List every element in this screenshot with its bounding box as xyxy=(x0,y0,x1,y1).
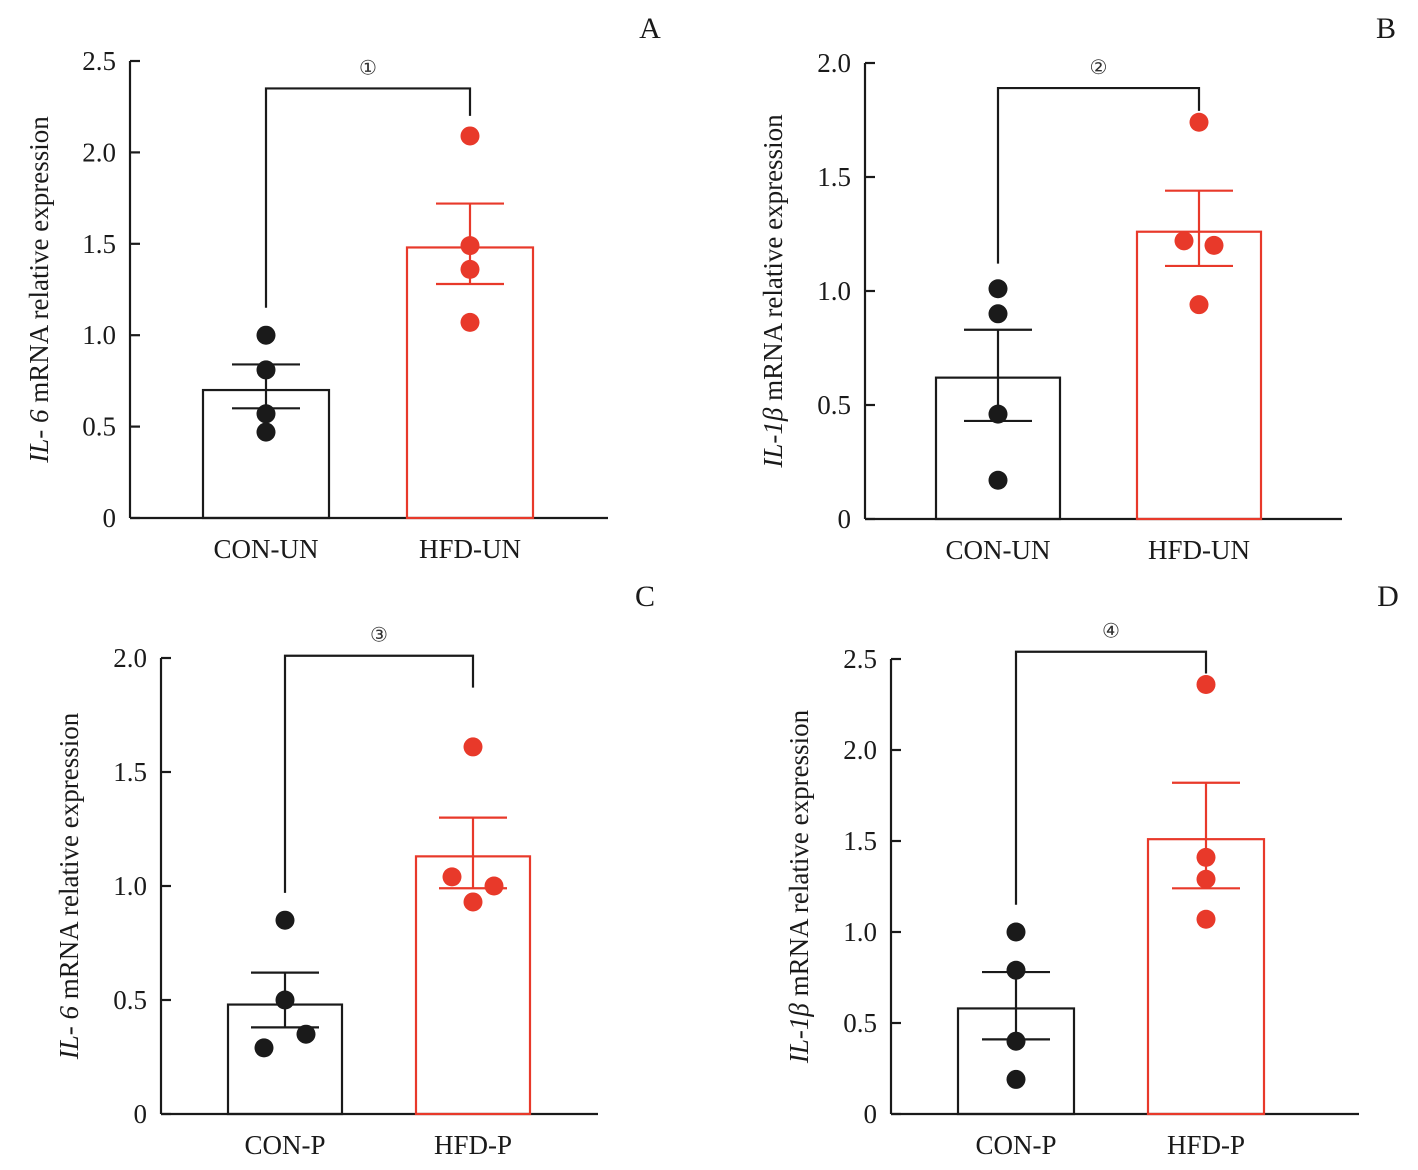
y-tick-label: 2.0 xyxy=(82,137,116,167)
data-point xyxy=(1006,1069,1026,1089)
x-tick-label: CON-UN xyxy=(214,534,319,564)
y-axis-label: IL-1β mRNA relative expression xyxy=(758,114,788,469)
panel-letter: D xyxy=(1377,580,1399,613)
bar-hfd-un xyxy=(405,246,535,520)
data-point xyxy=(988,279,1008,299)
y-tick-label: 1.0 xyxy=(113,871,147,901)
data-point xyxy=(1196,869,1216,889)
x-tick-label: HFD-P xyxy=(1167,1130,1245,1160)
data-point xyxy=(460,236,480,256)
panel-letter: B xyxy=(1376,12,1396,45)
y-tick-label: 1.5 xyxy=(817,162,851,192)
x-tick-label: CON-P xyxy=(975,1130,1056,1160)
data-point xyxy=(1189,112,1209,132)
y-tick-label: 0.5 xyxy=(843,1008,877,1038)
y-axis-label-text: mRNA relative expression xyxy=(758,114,788,408)
data-point xyxy=(1196,674,1216,694)
y-axis-label: IL-1β mRNA relative expression xyxy=(784,709,814,1064)
y-axis-label: IL- 6 mRNA relative expression xyxy=(54,712,84,1060)
y-tick-label: 1.5 xyxy=(82,229,116,259)
data-point xyxy=(275,910,295,930)
y-axis-label-text: mRNA relative expression xyxy=(24,116,54,410)
y-tick-label: 0.5 xyxy=(113,985,147,1015)
data-point xyxy=(463,892,483,912)
y-axis-label: IL- 6 mRNA relative expression xyxy=(24,116,54,464)
data-point xyxy=(463,737,483,757)
data-point xyxy=(1006,922,1026,942)
panel-b: 0 0.5 1.0 1.5 2.0 IL-1β mRNA relative express… xyxy=(758,12,1396,565)
data-point xyxy=(254,1038,274,1058)
data-point xyxy=(256,404,276,424)
significance-bracket xyxy=(996,86,1201,264)
y-axis-label-gene: IL- 6 xyxy=(24,409,54,464)
data-point xyxy=(1006,1031,1026,1051)
data-point xyxy=(460,312,480,332)
y-tick-label: 1.0 xyxy=(82,320,116,350)
significance-marker: ④ xyxy=(1102,621,1120,643)
significance-marker: ② xyxy=(1090,57,1108,79)
y-tick-label: 0 xyxy=(134,1099,148,1129)
panel-letter: C xyxy=(635,580,655,613)
panel-a: 0 0.5 1.0 1.5 2.0 2.5 IL- 6 mRNA relative expr… xyxy=(24,12,661,564)
y-tick-label: 1.0 xyxy=(817,276,851,306)
data-point xyxy=(1196,847,1216,867)
data-point xyxy=(1006,960,1026,980)
y-axis-label-gene: IL-1β xyxy=(758,407,788,468)
y-tick-label: 2.0 xyxy=(817,48,851,78)
data-point xyxy=(1174,231,1194,251)
significance-bracket xyxy=(283,654,475,893)
y-axis-label-text: mRNA relative expression xyxy=(54,712,84,1006)
data-point xyxy=(988,404,1008,424)
y-tick-label: 2.0 xyxy=(113,643,147,673)
y-axis-label-text: mRNA relative expression xyxy=(784,709,814,1003)
data-point xyxy=(1204,235,1224,255)
x-tick-label: CON-P xyxy=(244,1130,325,1160)
data-point xyxy=(256,360,276,380)
data-point xyxy=(484,876,504,896)
data-point xyxy=(460,259,480,279)
x-tick-label: HFD-UN xyxy=(419,534,521,564)
bar-hfd-un xyxy=(1135,230,1263,521)
y-tick-label: 2.0 xyxy=(843,735,877,765)
significance-bracket xyxy=(264,87,472,308)
data-point xyxy=(275,990,295,1010)
data-point xyxy=(256,422,276,442)
significance-bracket xyxy=(1014,650,1208,905)
panel-d: 0 0.5 1.0 1.5 2.0 2.5 IL-1β mRNA relative expr… xyxy=(784,580,1399,1160)
y-tick-label: 0 xyxy=(838,504,852,534)
y-tick-label: 2.5 xyxy=(843,644,877,674)
data-point xyxy=(460,126,480,146)
y-tick-label: 0 xyxy=(864,1099,878,1129)
y-tick-label: 2.5 xyxy=(82,46,116,76)
panel-c: 0 0.5 1.0 1.5 2.0 IL- 6 mRNA relative express… xyxy=(54,580,655,1160)
y-tick-label: 1.5 xyxy=(113,757,147,787)
data-point xyxy=(1196,909,1216,929)
y-tick-label: 0 xyxy=(103,503,117,533)
x-tick-label: HFD-UN xyxy=(1148,535,1250,565)
y-axis-label-gene: IL-1β xyxy=(784,1003,814,1064)
data-point xyxy=(988,470,1008,490)
panel-letter: A xyxy=(639,12,661,45)
y-tick-label: 0.5 xyxy=(817,390,851,420)
y-tick-label: 1.0 xyxy=(843,917,877,947)
significance-marker: ① xyxy=(359,57,377,79)
data-point xyxy=(256,325,276,345)
y-axis-label-gene: IL- 6 xyxy=(54,1005,84,1060)
x-tick-label: HFD-P xyxy=(434,1130,512,1160)
data-point xyxy=(1189,295,1209,315)
x-tick-label: CON-UN xyxy=(946,535,1051,565)
significance-marker: ③ xyxy=(370,625,388,647)
data-point xyxy=(442,867,462,887)
y-tick-label: 1.5 xyxy=(843,826,877,856)
data-point xyxy=(296,1024,316,1044)
y-tick-label: 0.5 xyxy=(82,412,116,442)
data-point xyxy=(988,304,1008,324)
